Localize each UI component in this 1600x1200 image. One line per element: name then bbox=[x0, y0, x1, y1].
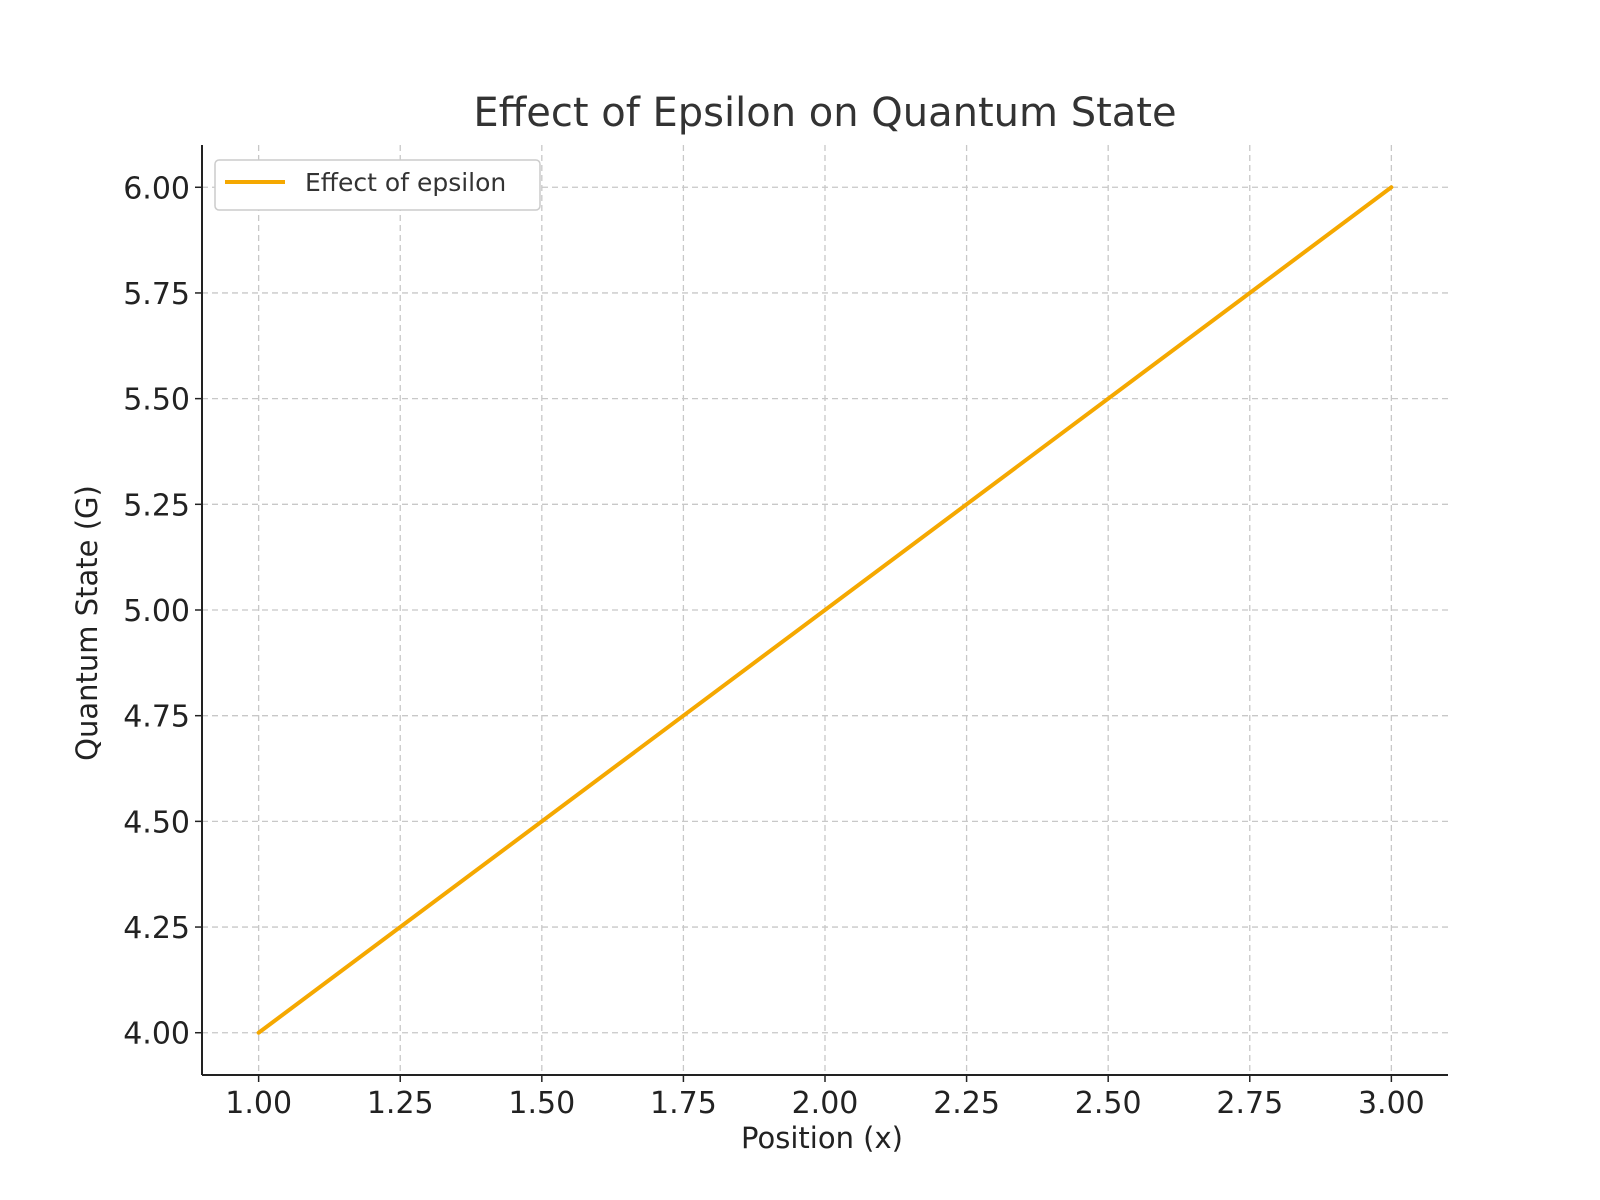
y-tick-labels: 4.00 4.25 4.50 4.75 5.00 5.25 5.50 5.75 6.00 bbox=[123, 171, 190, 1051]
x-tick-label: 1.50 bbox=[508, 1086, 575, 1121]
x-tick-label: 2.50 bbox=[1075, 1086, 1142, 1121]
y-tick-label: 4.25 bbox=[123, 911, 190, 946]
legend-label: Effect of epsilon bbox=[305, 168, 506, 197]
series-layer bbox=[256, 185, 1394, 1035]
x-tick-label: 1.75 bbox=[650, 1086, 717, 1121]
x-tick-label: 2.00 bbox=[792, 1086, 859, 1121]
y-tick-label: 4.50 bbox=[123, 805, 190, 840]
x-tick-label: 2.75 bbox=[1216, 1086, 1283, 1121]
x-tick-label: 2.25 bbox=[933, 1086, 1000, 1121]
x-tick-labels: 1.00 1.25 1.50 1.75 2.00 2.25 2.50 2.75 3.00 bbox=[225, 1086, 1425, 1121]
y-tick-label: 5.75 bbox=[123, 277, 190, 312]
y-tick-label: 6.00 bbox=[123, 171, 190, 206]
chart-title: Effect of Epsilon on Quantum State bbox=[473, 90, 1176, 136]
y-tick-label: 5.25 bbox=[123, 488, 190, 523]
y-tick-label: 4.75 bbox=[123, 700, 190, 735]
y-axis-label: Quantum State (G) bbox=[70, 485, 104, 761]
legend-box bbox=[214, 159, 541, 211]
y-tick-label: 5.00 bbox=[123, 594, 190, 629]
axes bbox=[195, 145, 1448, 1082]
x-tick-label: 1.00 bbox=[225, 1086, 292, 1121]
y-tick-label: 5.50 bbox=[123, 383, 190, 418]
x-tick-label: 1.25 bbox=[367, 1086, 434, 1121]
x-axis-label: Position (x) bbox=[741, 1121, 903, 1155]
series-line bbox=[256, 185, 1394, 1035]
y-tick-label: 4.00 bbox=[123, 1017, 190, 1052]
x-tick-label: 3.00 bbox=[1358, 1086, 1425, 1121]
legend: Effect of epsilon bbox=[214, 159, 541, 211]
